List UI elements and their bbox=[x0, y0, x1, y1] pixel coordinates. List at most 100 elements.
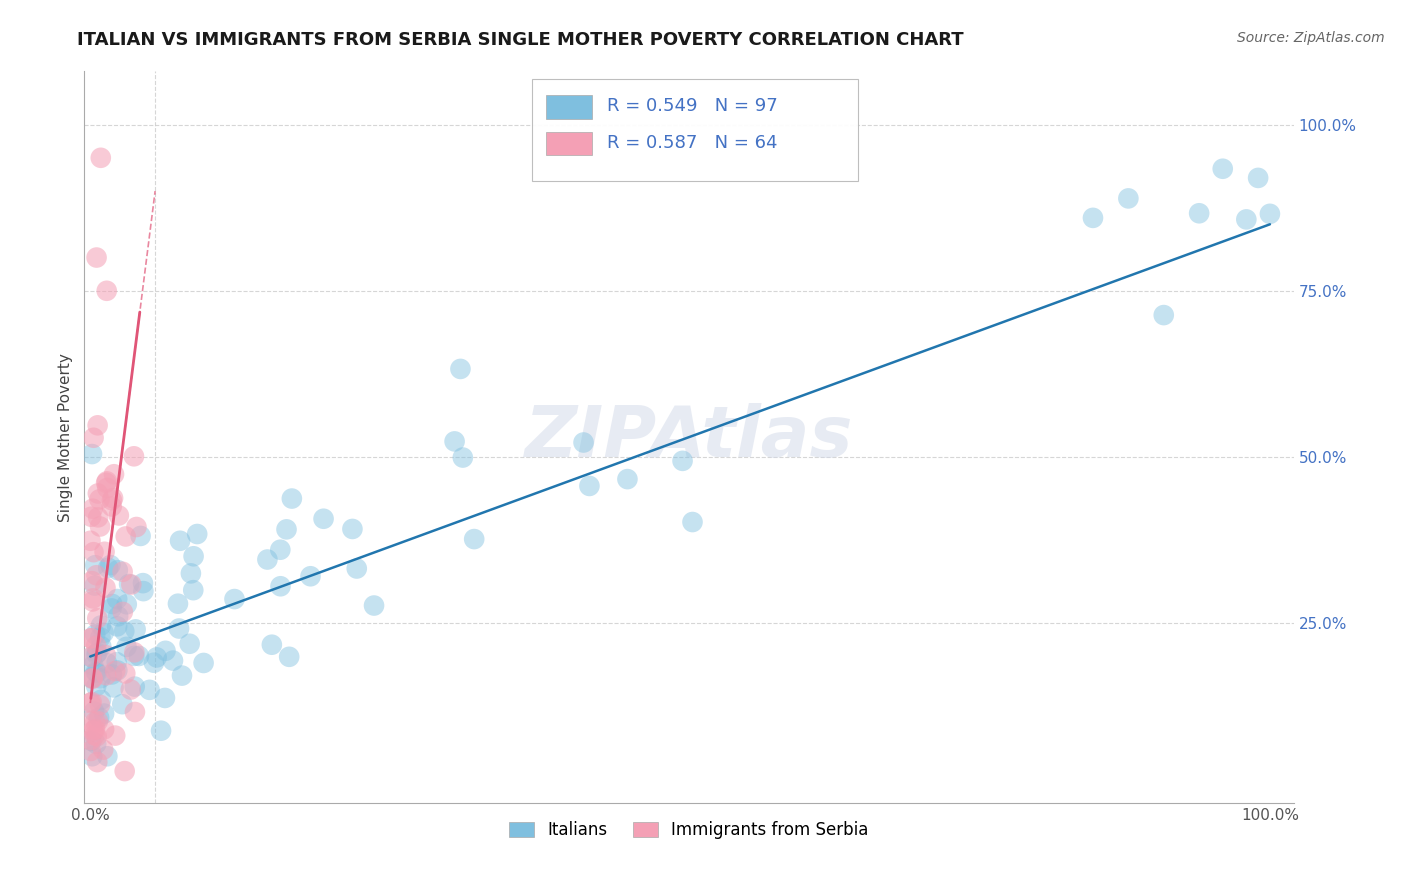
Italians bbox=[578, 479, 600, 493]
Immigrants from Serbia bbox=[122, 450, 145, 464]
Immigrants from Serbia bbox=[120, 682, 142, 697]
Italians bbox=[107, 609, 129, 624]
Italians bbox=[299, 569, 322, 583]
Immigrants from Serbia bbox=[84, 723, 107, 737]
Italians bbox=[86, 646, 108, 660]
Immigrants from Serbia bbox=[89, 519, 111, 533]
Italians bbox=[122, 648, 145, 663]
Legend: Italians, Immigrants from Serbia: Italians, Immigrants from Serbia bbox=[503, 814, 875, 846]
Italians bbox=[93, 625, 115, 640]
Immigrants from Serbia bbox=[103, 467, 125, 482]
Italians bbox=[84, 627, 107, 641]
Immigrants from Serbia bbox=[80, 744, 103, 758]
Italians bbox=[83, 705, 105, 719]
Italians bbox=[142, 656, 165, 670]
Italians bbox=[84, 647, 107, 661]
Immigrants from Serbia bbox=[82, 591, 104, 606]
Immigrants from Serbia bbox=[91, 742, 114, 756]
Italians bbox=[82, 749, 104, 764]
Immigrants from Serbia bbox=[79, 696, 101, 710]
Italians bbox=[124, 680, 146, 694]
Immigrants from Serbia bbox=[83, 431, 105, 445]
Italians bbox=[84, 558, 107, 573]
Italians bbox=[105, 592, 128, 607]
Italians bbox=[96, 656, 118, 670]
Italians bbox=[162, 654, 184, 668]
Immigrants from Serbia bbox=[104, 729, 127, 743]
Immigrants from Serbia bbox=[79, 733, 101, 747]
Italians bbox=[115, 597, 138, 611]
Italians bbox=[129, 529, 152, 543]
Immigrants from Serbia bbox=[114, 666, 136, 681]
Italians bbox=[451, 450, 474, 465]
Immigrants from Serbia bbox=[94, 648, 117, 663]
Immigrants from Serbia bbox=[93, 723, 115, 737]
Italians bbox=[281, 491, 304, 506]
Italians bbox=[183, 549, 205, 564]
Italians bbox=[181, 583, 204, 598]
Immigrants from Serbia bbox=[96, 475, 118, 489]
Immigrants from Serbia bbox=[86, 568, 108, 582]
Italians bbox=[103, 681, 125, 695]
Italians bbox=[224, 592, 246, 607]
Italians bbox=[111, 697, 134, 711]
Italians bbox=[1234, 212, 1257, 227]
Immigrants from Serbia bbox=[93, 545, 115, 559]
Italians bbox=[179, 637, 201, 651]
Immigrants from Serbia bbox=[104, 664, 127, 678]
Italians bbox=[97, 561, 120, 575]
Italians bbox=[96, 749, 118, 764]
Italians bbox=[90, 640, 112, 654]
Italians bbox=[100, 558, 122, 573]
Immigrants from Serbia bbox=[83, 728, 105, 742]
Immigrants from Serbia bbox=[87, 714, 110, 728]
Text: ITALIAN VS IMMIGRANTS FROM SERBIA SINGLE MOTHER POVERTY CORRELATION CHART: ITALIAN VS IMMIGRANTS FROM SERBIA SINGLE… bbox=[77, 31, 965, 49]
Immigrants from Serbia bbox=[90, 151, 112, 165]
Immigrants from Serbia bbox=[124, 645, 146, 659]
Immigrants from Serbia bbox=[120, 577, 142, 591]
Bar bbox=[547, 132, 592, 155]
Immigrants from Serbia bbox=[86, 418, 108, 433]
Italians bbox=[1258, 207, 1281, 221]
Italians bbox=[616, 472, 638, 486]
Italians bbox=[167, 622, 190, 636]
Italians bbox=[1118, 191, 1140, 205]
Immigrants from Serbia bbox=[100, 500, 122, 514]
Immigrants from Serbia bbox=[79, 714, 101, 728]
Italians bbox=[449, 362, 471, 376]
Italians bbox=[138, 682, 160, 697]
Italians bbox=[346, 561, 368, 575]
Immigrants from Serbia bbox=[114, 764, 136, 778]
Immigrants from Serbia bbox=[82, 723, 104, 738]
Text: R = 0.549   N = 97: R = 0.549 N = 97 bbox=[607, 97, 778, 115]
Immigrants from Serbia bbox=[84, 639, 107, 653]
Italians bbox=[118, 577, 141, 591]
Italians bbox=[1188, 206, 1211, 220]
Italians bbox=[312, 512, 335, 526]
Immigrants from Serbia bbox=[111, 605, 134, 619]
Bar bbox=[547, 95, 592, 119]
Immigrants from Serbia bbox=[80, 632, 103, 646]
Immigrants from Serbia bbox=[82, 672, 104, 686]
Italians bbox=[167, 597, 190, 611]
Italians bbox=[89, 631, 111, 645]
Italians bbox=[572, 435, 595, 450]
Italians bbox=[278, 649, 301, 664]
Italians bbox=[150, 723, 173, 738]
Immigrants from Serbia bbox=[86, 611, 108, 625]
Italians bbox=[90, 618, 112, 632]
Italians bbox=[115, 640, 138, 654]
Immigrants from Serbia bbox=[94, 581, 117, 595]
Italians bbox=[105, 619, 128, 633]
Italians bbox=[80, 671, 103, 685]
Immigrants from Serbia bbox=[84, 714, 107, 729]
Italians bbox=[80, 447, 103, 461]
Immigrants from Serbia bbox=[114, 529, 136, 543]
Italians bbox=[153, 690, 176, 705]
Immigrants from Serbia bbox=[86, 251, 108, 265]
Immigrants from Serbia bbox=[80, 649, 103, 664]
Italians bbox=[84, 665, 107, 679]
FancyBboxPatch shape bbox=[531, 78, 858, 181]
Immigrants from Serbia bbox=[101, 493, 124, 508]
Italians bbox=[180, 566, 202, 581]
